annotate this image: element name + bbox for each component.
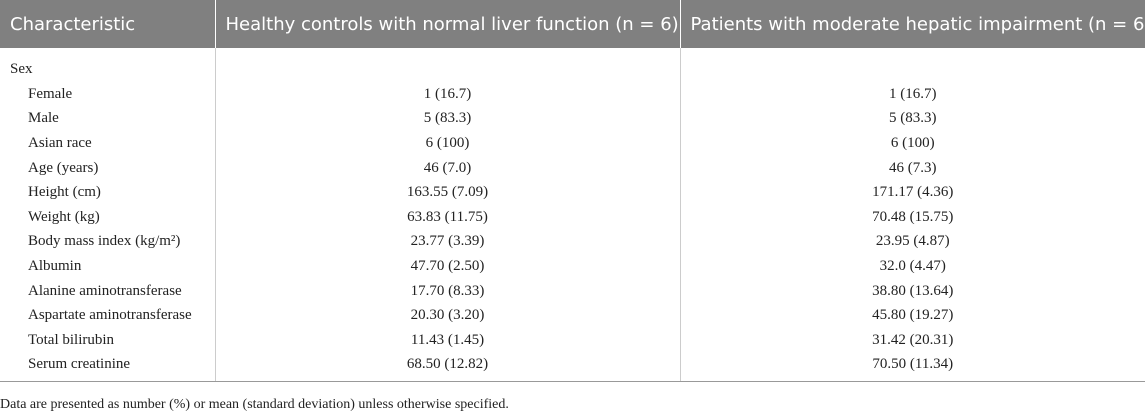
header-row: Characteristic Healthy controls with nor… <box>0 0 1145 48</box>
cell: 70.50 (11.34) <box>679 352 1145 383</box>
cell: 163.55 (7.09) <box>214 180 680 205</box>
row-label: Male <box>28 110 59 127</box>
cell: 45.80 (19.27) <box>679 303 1145 328</box>
cell: 31.42 (20.31) <box>679 327 1145 353</box>
cell: 23.95 (4.87) <box>679 229 1145 255</box>
cell: 5 (83.3) <box>214 106 680 132</box>
row-label: Female <box>28 85 73 102</box>
table-row: Weight (kg) 63.83 (11.75) 70.48 (15.75) <box>0 204 1145 230</box>
cell <box>214 48 680 82</box>
table-row: Total bilirubin 11.43 (1.45) 31.42 (20.31) <box>0 327 1145 353</box>
header-cell: Patients with moderate hepatic impairmen… <box>679 0 1145 48</box>
table-row: Body mass index (kg/m²) 23.77 (3.39) 23.95… <box>0 229 1145 255</box>
row-label: Albumin <box>28 257 82 274</box>
header-cell: Healthy controls with normal liver funct… <box>214 0 680 48</box>
cell: 46 (7.3) <box>679 155 1145 181</box>
table-body: Sex Female 1 (16.7) 1 (16.7) Male 5 (83.3) 5 … <box>0 48 1145 383</box>
row-label: Weight (kg) <box>28 208 100 225</box>
table-row: Alanine aminotransferase 17.70 (8.33) 38.8… <box>0 278 1145 304</box>
row-label: Asian race <box>28 134 92 151</box>
table-row: Serum creatinine 68.50 (12.82) 70.50 (11.3… <box>0 352 1145 383</box>
row-label: Total bilirubin <box>28 331 115 348</box>
row-label: Body mass index (kg/m²) <box>28 233 181 250</box>
cell: 171.17 (4.36) <box>679 180 1145 205</box>
cell: 47.70 (2.50) <box>214 254 680 279</box>
table-row: Asian race 6 (100) 6 (100) <box>0 131 1145 156</box>
table-row: Aspartate aminotransferase 20.30 (3.20) 45… <box>0 303 1145 328</box>
cell: 6 (100) <box>214 131 680 156</box>
data-table: Characteristic Healthy controls with nor… <box>0 0 1145 383</box>
cell: 70.48 (15.75) <box>679 204 1145 230</box>
table-row: Age (years) 46 (7.0) 46 (7.3) <box>0 155 1145 181</box>
row-label: Age (years) <box>28 159 99 176</box>
cell: 68.50 (12.82) <box>214 352 680 383</box>
cell: 38.80 (13.64) <box>679 278 1145 304</box>
row-label: Aspartate aminotransferase <box>28 307 192 324</box>
row-label: Alanine aminotransferase <box>28 282 182 299</box>
cell: 23.77 (3.39) <box>214 229 680 255</box>
cell: 1 (16.7) <box>679 82 1145 107</box>
cell: 20.30 (3.20) <box>214 303 680 328</box>
cell: 46 (7.0) <box>214 155 680 181</box>
cell: 6 (100) <box>679 131 1145 156</box>
cell: 63.83 (11.75) <box>214 204 680 230</box>
table-row: Female 1 (16.7) 1 (16.7) <box>0 82 1145 107</box>
row-label: Serum creatinine <box>0 352 215 383</box>
footnote: Data are presented as number (%) or mean… <box>0 397 509 412</box>
row-label: Height (cm) <box>28 184 101 201</box>
cell: 32.0 (4.47) <box>679 254 1145 279</box>
cell: 5 (83.3) <box>679 106 1145 132</box>
cell: 11.43 (1.45) <box>214 327 680 353</box>
section-label: Sex <box>10 60 33 77</box>
header-cell: Characteristic <box>0 0 215 48</box>
table-row: Height (cm) 163.55 (7.09) 171.17 (4.36) <box>0 180 1145 205</box>
cell: 1 (16.7) <box>214 82 680 107</box>
table-row: Albumin 47.70 (2.50) 32.0 (4.47) <box>0 254 1145 279</box>
table-row: Male 5 (83.3) 5 (83.3) <box>0 106 1145 132</box>
cell <box>679 48 1145 82</box>
section-row: Sex <box>0 48 1145 82</box>
cell: 17.70 (8.33) <box>214 278 680 304</box>
